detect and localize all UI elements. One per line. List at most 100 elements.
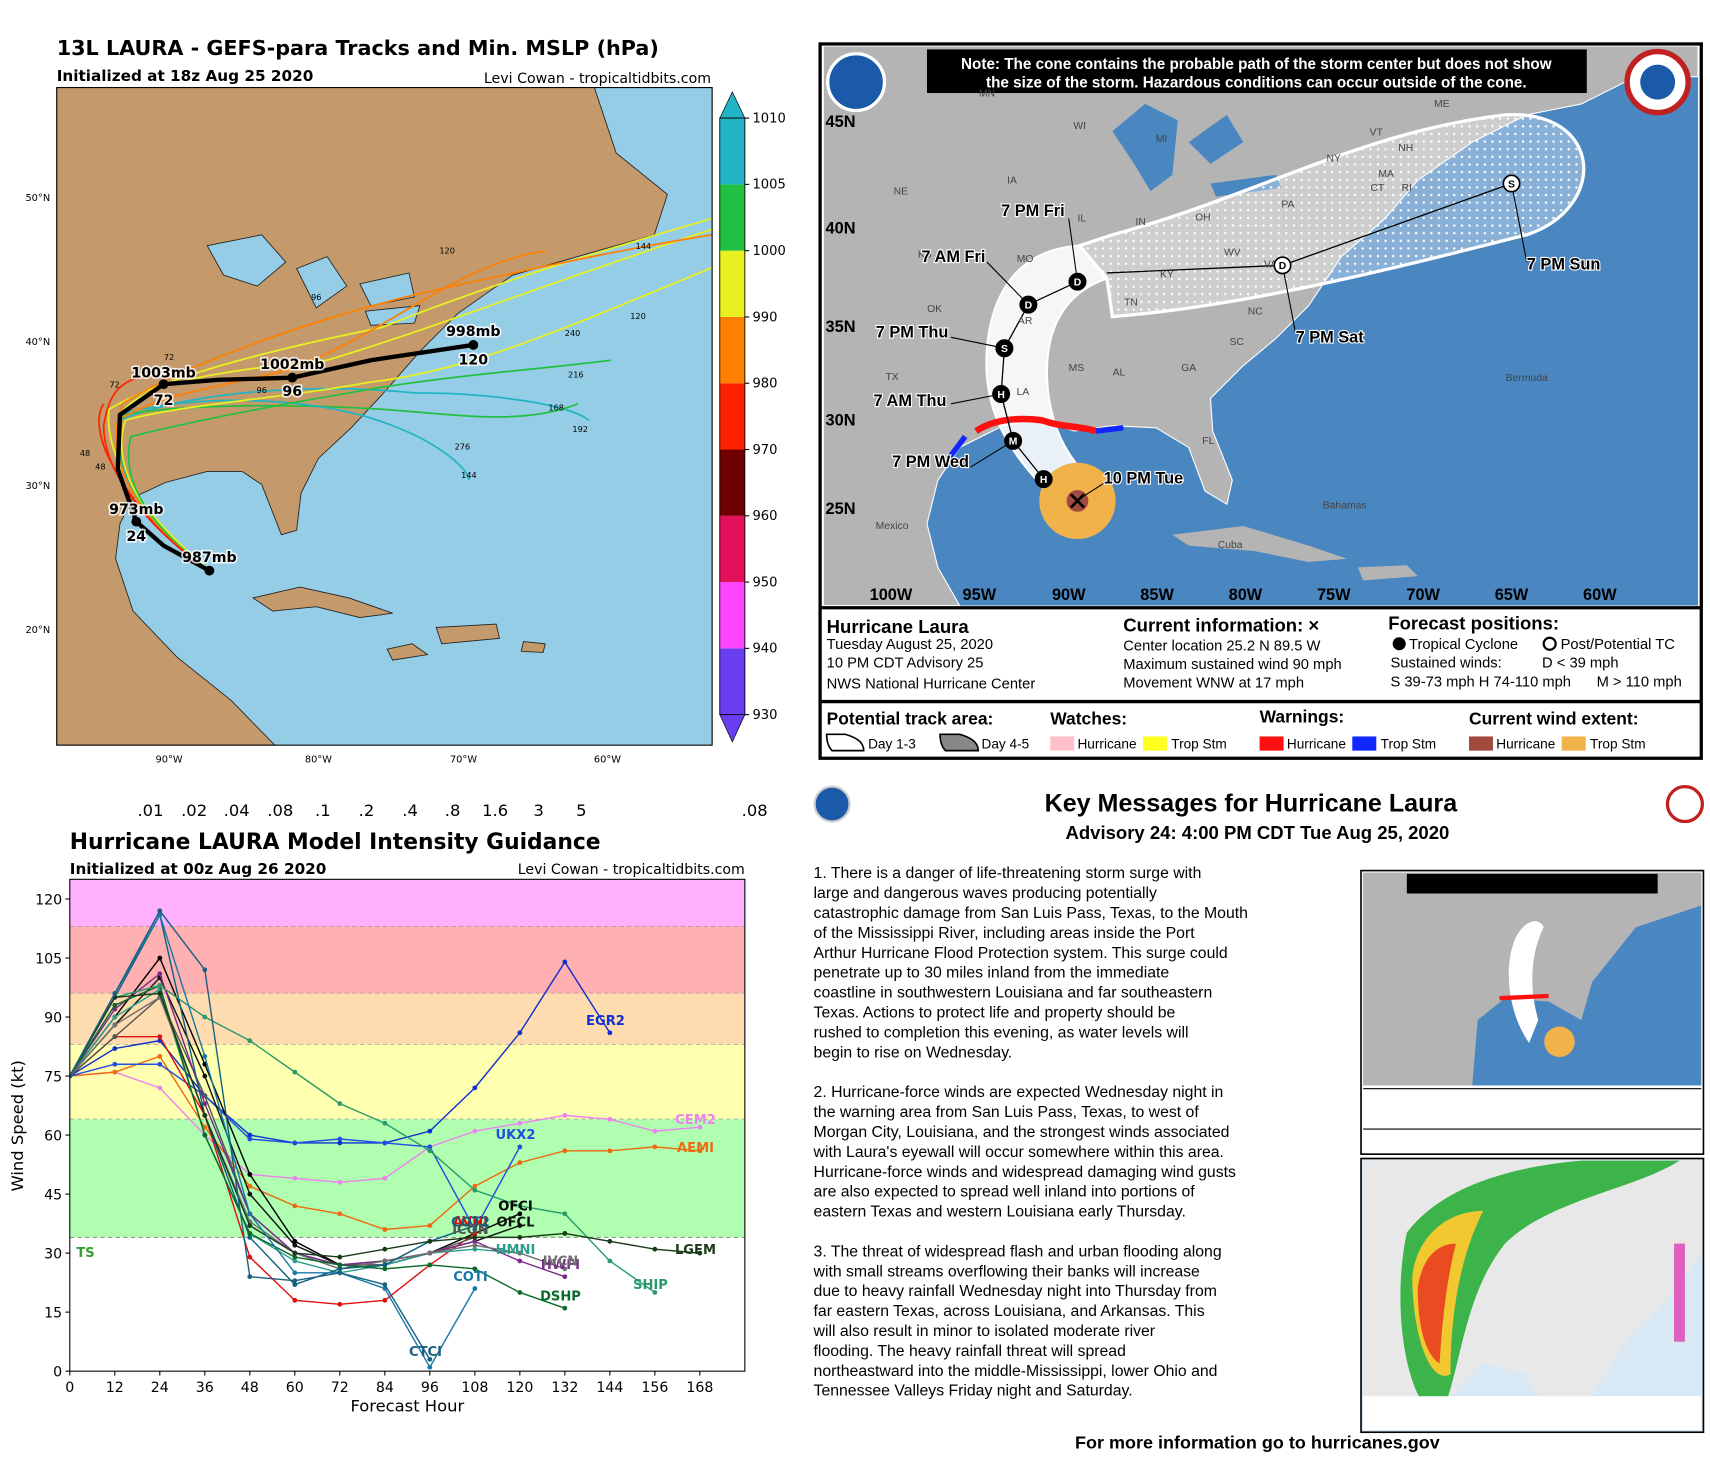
place-label: FL	[1202, 436, 1214, 447]
place-label: MS	[1069, 363, 1085, 374]
series-label: CTCI	[409, 1345, 442, 1360]
series-point	[337, 1136, 343, 1142]
series-point	[427, 1262, 433, 1268]
nws-logo-inner	[1640, 64, 1676, 100]
scale-label: .1	[315, 801, 331, 820]
x-tick-label: 144	[596, 1380, 623, 1396]
gefs-subtitle: Initialized at 18z Aug 25 2020	[57, 67, 314, 85]
series-point	[652, 1290, 658, 1295]
place-label: VT	[1370, 128, 1384, 139]
point-letter: H	[1040, 475, 1047, 486]
series-point	[112, 1061, 118, 1067]
mean-track-point	[158, 379, 169, 390]
series-point	[202, 1053, 208, 1059]
lon-label: 90W	[1052, 586, 1086, 604]
place-label: WV	[1224, 248, 1241, 259]
km-line: rushed to completion this evening, as wa…	[814, 1024, 1189, 1041]
series-point	[472, 1242, 478, 1248]
series-point	[202, 1093, 208, 1099]
mean-track-label: 1003mb	[131, 366, 195, 382]
x-tick-label: 60	[286, 1380, 304, 1396]
series-point	[157, 1085, 163, 1091]
series-point	[247, 1234, 253, 1240]
series-point	[247, 1038, 253, 1044]
tc-symbol	[1392, 637, 1406, 651]
forecast-point	[1019, 295, 1038, 314]
place-label: Cuba	[1218, 540, 1243, 551]
series-point	[337, 1140, 343, 1146]
series-label: AEMI	[677, 1141, 714, 1156]
series-point	[517, 1290, 523, 1295]
member-label: 216	[568, 370, 584, 380]
lat-label: 40N	[826, 220, 856, 238]
y-tick-label: 90	[44, 1010, 62, 1026]
series-point	[472, 1227, 478, 1232]
series-point	[427, 1148, 433, 1154]
series-point	[472, 1183, 478, 1189]
place-label: KY	[1160, 269, 1174, 280]
place-label: Bermuda	[1506, 373, 1548, 384]
y-tick-label: 45	[44, 1188, 62, 1204]
note-text: the size of the storm. Hazardous conditi…	[986, 75, 1527, 92]
advisory: 10 PM CDT Advisory 25	[827, 656, 984, 672]
series-point	[472, 1234, 478, 1240]
point-letter: M	[1009, 437, 1018, 448]
series-point	[247, 1274, 253, 1280]
series-point	[157, 1053, 163, 1059]
nws-logo	[1665, 784, 1705, 824]
y-tick-label: 30	[44, 1247, 62, 1263]
series-line	[69, 912, 476, 1286]
intensity-band	[69, 879, 745, 927]
series-point	[157, 1061, 163, 1067]
point-letter: S	[1508, 179, 1515, 190]
chart-title: Hurricane LAURA Model Intensity Guidance	[70, 830, 601, 855]
lakes	[206, 234, 421, 326]
series-point	[112, 1046, 118, 1051]
lon-label: 60°W	[594, 755, 621, 766]
x-tick-label: 12	[106, 1380, 124, 1396]
land	[56, 87, 668, 746]
place-label: MO	[1017, 254, 1034, 265]
series-point	[202, 1113, 208, 1118]
current-line: Movement WNW at 17 mph	[1123, 675, 1304, 691]
colorbar-segment	[719, 184, 745, 251]
wind-hurricane-swatch	[1468, 736, 1493, 751]
hurricane-warning	[974, 415, 1098, 435]
rainfall-thumbnail	[1360, 1157, 1705, 1434]
legend-text: H 74-110 mph	[1479, 674, 1571, 690]
series-point	[292, 1278, 298, 1284]
mean-track	[115, 342, 474, 573]
legend-text: S 39-73 mph	[1390, 674, 1474, 690]
km-line: penetrate up to 30 miles inland from the…	[814, 965, 1170, 982]
forecast-heading: Forecast positions:	[1388, 613, 1559, 634]
current-heading: Current information: ×	[1123, 615, 1319, 636]
series-point	[517, 1160, 523, 1166]
place-label: AL	[1113, 367, 1126, 378]
gefs-credit: Levi Cowan - tropicaltidbits.com	[484, 71, 711, 87]
storm-date: Tuesday August 25, 2020	[827, 637, 993, 653]
series-label: OFCL	[496, 1216, 534, 1231]
series-point	[382, 1140, 388, 1146]
gefs-title: 13L LAURA - GEFS-para Tracks and Min. MS…	[57, 36, 659, 60]
series-point	[517, 1203, 523, 1209]
km-line: catastrophic damage from San Luis Pass, …	[814, 905, 1248, 922]
series-point	[69, 1073, 73, 1079]
mean-track-label: 1002mb	[260, 357, 324, 373]
colorbar-label: 1010	[752, 111, 785, 126]
forecast-point	[1034, 470, 1053, 489]
mean-track-point	[131, 516, 142, 527]
km-line: due to heavy rainfall Wednesday night in…	[814, 1283, 1217, 1300]
x-tick-label: 0	[65, 1380, 74, 1396]
series-line	[69, 972, 566, 1278]
series-point	[382, 1175, 388, 1181]
legend-text: Trop Stm	[1171, 736, 1227, 751]
series-point	[337, 1270, 343, 1276]
scale-label: 5	[576, 801, 586, 820]
series-point	[472, 1246, 478, 1252]
series-point	[382, 1246, 388, 1252]
series-point	[427, 1356, 433, 1362]
lat-label: 30°N	[25, 481, 50, 492]
series-point	[337, 1179, 343, 1185]
legend-text: Trop Stm	[1381, 736, 1437, 751]
series-label: CEM2	[675, 1113, 716, 1128]
